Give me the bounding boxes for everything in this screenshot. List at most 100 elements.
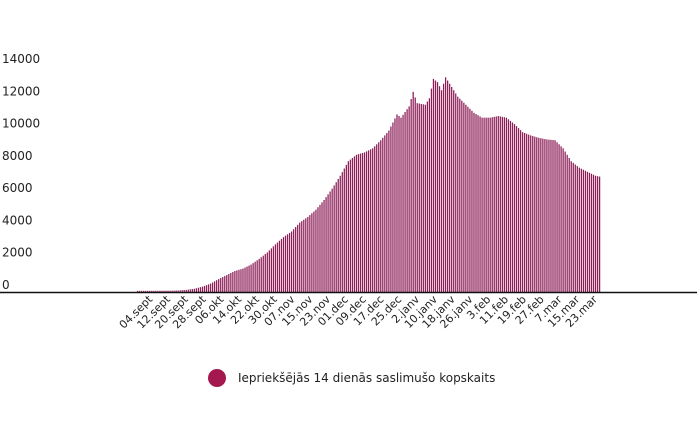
bar: [422, 104, 424, 292]
bar: [459, 98, 461, 292]
bar: [532, 136, 534, 292]
bar: [580, 168, 582, 292]
bar: [325, 197, 327, 292]
bar: [309, 215, 311, 292]
bar: [286, 234, 289, 292]
bar: [495, 116, 497, 292]
bar: [139, 290, 141, 292]
bar: [173, 290, 175, 292]
bar: [137, 290, 139, 292]
bar: [157, 290, 159, 292]
bar: [489, 117, 491, 292]
bar: [503, 117, 505, 292]
bar: [499, 116, 501, 292]
bar: [370, 149, 372, 292]
bar: [327, 194, 329, 292]
bar: [260, 257, 262, 292]
bar: [550, 139, 552, 292]
bar: [517, 128, 520, 292]
bar: [143, 290, 145, 292]
bar: [548, 139, 550, 292]
bar: [542, 138, 544, 292]
bar: [343, 168, 345, 292]
bar: [214, 281, 216, 292]
bar: [171, 290, 173, 292]
bar: [552, 140, 554, 292]
bar: [560, 146, 562, 292]
bar: [153, 290, 155, 292]
bar: [258, 258, 260, 292]
bar: [408, 106, 410, 292]
bar: [449, 83, 451, 292]
bar: [230, 273, 232, 292]
bar: [169, 290, 171, 292]
bar: [149, 290, 151, 292]
bar: [584, 170, 587, 292]
bar: [307, 216, 309, 292]
bar: [244, 267, 246, 292]
bar: [382, 137, 384, 292]
y-tick-label: 6000: [2, 181, 33, 195]
bar: [505, 117, 508, 292]
bar: [434, 80, 437, 292]
bar: [463, 102, 465, 292]
bar: [568, 158, 570, 292]
bar: [455, 93, 457, 292]
bar: [442, 83, 445, 292]
bar: [167, 290, 169, 292]
bar: [359, 153, 362, 292]
y-axis: 0 2000 4000 6000 8000 10000 12000 14000: [2, 52, 40, 292]
bar: [197, 287, 200, 292]
bar: [313, 211, 315, 292]
bar: [256, 260, 258, 292]
bar: [540, 138, 542, 292]
bar: [376, 144, 378, 292]
bar: [203, 285, 206, 292]
bar: [497, 116, 499, 292]
bar: [305, 218, 307, 292]
bar: [363, 152, 366, 292]
bar: [526, 133, 528, 292]
bar: [438, 86, 441, 293]
bar: [367, 150, 370, 292]
bar: [347, 161, 349, 292]
bar: [270, 248, 272, 292]
bar: [511, 122, 514, 292]
bar: [218, 279, 220, 292]
bar: [220, 278, 222, 292]
bar: [473, 112, 475, 292]
bar: [205, 285, 208, 292]
y-tick-label: 0: [2, 278, 10, 292]
bar: [453, 90, 455, 293]
bar: [211, 282, 214, 292]
bar: [250, 264, 252, 292]
bar: [288, 232, 291, 292]
y-tick-label: 14000: [2, 52, 40, 66]
bar: [596, 176, 599, 292]
bar: [161, 290, 163, 292]
bar: [201, 286, 204, 292]
bar: [252, 263, 254, 292]
bar: [521, 132, 524, 292]
bar: [414, 97, 416, 292]
bar: [576, 166, 578, 292]
bar: [262, 255, 264, 292]
bar: [280, 238, 283, 292]
bar: [183, 290, 185, 292]
bar: [475, 114, 477, 292]
bar: [264, 254, 266, 292]
bar: [311, 213, 313, 292]
bar: [536, 137, 538, 292]
bar: [165, 290, 167, 292]
bar: [544, 139, 546, 292]
bar: [159, 290, 161, 292]
bar: [432, 78, 435, 292]
bar: [228, 274, 230, 292]
bar: [430, 88, 433, 292]
bar: [588, 172, 591, 292]
bar: [189, 289, 191, 292]
bar: [282, 237, 285, 292]
bar: [193, 288, 195, 292]
bar: [582, 169, 585, 292]
bar: [199, 287, 202, 292]
